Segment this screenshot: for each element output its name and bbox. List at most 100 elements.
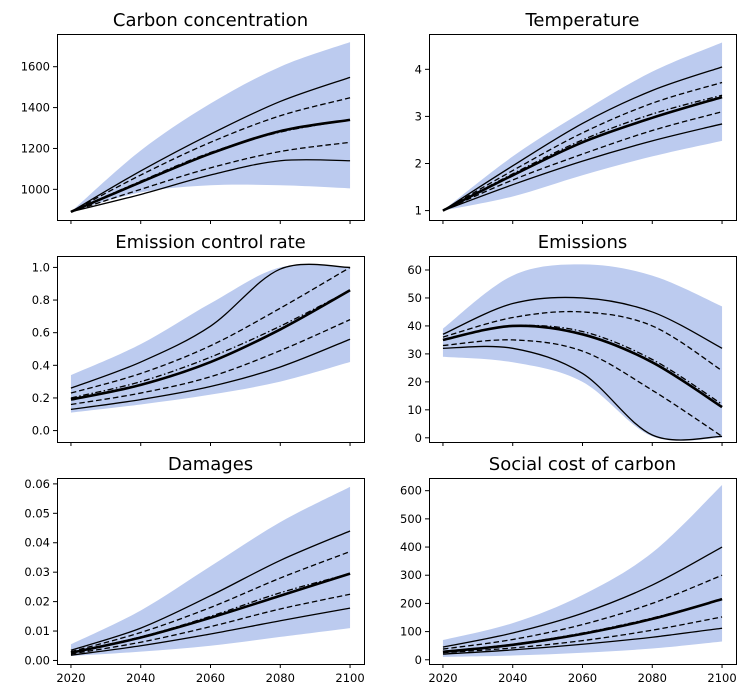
chart-title: Social cost of carbon [489,454,676,475]
series-line-6 [442,345,723,441]
x-tick-label: 2100 [707,671,736,685]
x-tick-label: 2080 [638,671,667,685]
y-tick-label: 0.01 [24,624,50,638]
series-line-1 [442,546,723,648]
series-line-6 [70,607,351,656]
x-tick-label: 2020 [56,671,85,685]
y-tick-label: 0 [415,653,422,667]
plot-area [70,263,351,413]
y-tick-label: 100 [400,625,422,639]
series-line-2 [70,97,351,213]
y-tick-label: 0.8 [32,293,50,307]
y-tick-label: 60 [407,263,422,277]
series-line-4 [442,597,723,654]
y-tick-label: 4 [415,62,422,76]
series-line-5 [442,616,723,654]
chart-panel-2: 1 2 3 4 Temperature [415,10,737,224]
y-tick-label: 10 [407,403,422,417]
chart-panel-4: 0 10 20 30 40 50 60 Emissions [407,232,737,446]
series-line-4 [442,324,723,409]
series-line-5 [442,339,723,437]
uncertainty-band [70,264,351,413]
plot-area [70,486,351,657]
plot-area [442,264,723,441]
series-line-2 [70,266,351,394]
y-tick-label: 0.0 [32,424,50,438]
y-tick-label: 200 [400,596,422,610]
chart-title: Temperature [524,10,639,31]
series-line-6 [70,338,351,411]
y-tick-label: 0 [415,431,422,445]
series-line-1 [442,296,723,349]
series-line-5 [70,319,351,406]
x-tick-label: 2060 [568,671,597,685]
uncertainty-band [70,486,351,657]
y-tick-label: 3 [415,109,422,123]
y-tick-label: 40 [407,319,422,333]
x-tick-label: 2100 [335,671,364,685]
y-tick-label: 30 [407,347,422,361]
x-tick-label: 2060 [196,671,225,685]
chart-title: Carbon concentration [113,10,308,31]
series-line-4 [70,572,351,655]
chart-panel-5: 0.00 0.01 0.02 0.03 0.04 0.05 0.06 2020 2040 2060… [24,454,365,685]
y-tick-label: 0.4 [32,358,50,372]
series-line-2 [70,550,351,653]
series-line-3 [442,324,723,405]
series-line-1 [70,530,351,651]
y-tick-label: 0.04 [24,536,50,550]
y-tick-label: 0.00 [24,653,50,667]
series-line-4 [70,289,351,401]
series-line-5 [70,593,351,655]
series-line-1 [70,263,351,389]
y-tick-label: 0.06 [24,477,50,491]
series-line-4 [442,95,723,212]
uncertainty-band [442,264,723,441]
y-tick-label: 20 [407,375,422,389]
series-line-6 [442,627,723,655]
y-tick-label: 600 [400,484,422,498]
y-tick-label: 500 [400,512,422,526]
y-tick-label: 0.2 [32,391,50,405]
plot-area [70,42,351,214]
y-tick-label: 0.05 [24,506,50,520]
chart-panel-3: 0.0 0.2 0.4 0.6 0.8 1.0 Emission control rate [32,232,365,446]
chart-title: Emissions [538,232,627,253]
chart-panel-6: 0 100 200 300 400 500 600 2020 2040 2060 2080 2100 S… [400,454,737,685]
series-line-5 [70,141,351,213]
y-tick-label: 1200 [21,141,50,155]
y-tick-label: 0.02 [24,595,50,609]
x-tick-label: 2080 [266,671,295,685]
y-tick-label: 0.6 [32,326,50,340]
series-line-6 [70,159,351,213]
series-line-3 [70,573,351,653]
x-tick-label: 2040 [498,671,527,685]
chart-title: Emission control rate [115,232,306,253]
y-tick-label: 400 [400,540,422,554]
series-line-2 [442,574,723,650]
series-line-5 [442,111,723,212]
y-tick-label: 1.0 [32,260,50,274]
uncertainty-band [442,485,723,657]
series-line-1 [442,66,723,212]
plot-area [442,42,723,212]
x-tick-label: 2040 [126,671,155,685]
uncertainty-band [70,42,351,212]
plot-area [442,485,723,657]
y-tick-label: 2 [415,156,422,170]
chart-panel-1: 1000 1200 1400 1600 Carbon concentration [21,10,365,224]
y-tick-label: 300 [400,568,422,582]
series-line-2 [442,81,723,212]
y-tick-label: 1000 [21,182,50,196]
series-line-1 [70,76,351,213]
y-tick-label: 1600 [21,60,50,74]
series-line-6 [442,123,723,212]
uncertainty-band [442,42,723,211]
chart-title: Damages [168,454,253,475]
series-line-4 [70,118,351,214]
y-tick-label: 1 [415,204,422,218]
x-tick-label: 2020 [428,671,457,685]
y-tick-label: 0.03 [24,565,50,579]
y-tick-label: 50 [407,291,422,305]
